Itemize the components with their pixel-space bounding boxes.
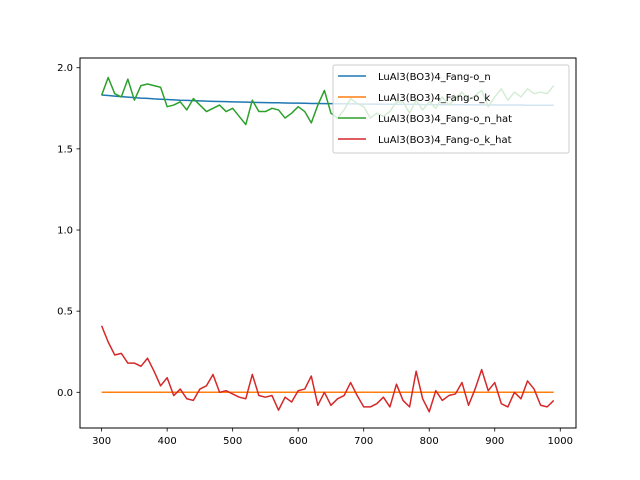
y-tick-label: 0.0: [57, 388, 73, 399]
y-tick-label: 0.5: [57, 307, 73, 318]
legend: LuAl3(BO3)4_Fang-o_n LuAl3(BO3)4_Fang-o_k…: [332, 64, 570, 154]
y-tick-label: 1.5: [57, 144, 73, 155]
legend-label-3: LuAl3(BO3)4_Fang-o_k_hat: [378, 135, 512, 146]
x-tick-label: 700: [354, 436, 373, 447]
x-tick-label: 500: [223, 436, 242, 447]
legend-box: [332, 64, 570, 154]
x-axis: 300 400 500 600 700 800 900 1000: [92, 428, 573, 447]
x-tick-label: 400: [158, 436, 177, 447]
x-tick-label: 900: [485, 436, 504, 447]
series-line-3: [100, 325, 555, 413]
x-tick-label: 300: [92, 436, 111, 447]
y-tick-label: 1.0: [57, 226, 73, 237]
axes-frame: [79, 57, 577, 429]
legend-label-2: LuAl3(BO3)4_Fang-o_n_hat: [378, 114, 512, 125]
legend-label-1: LuAl3(BO3)4_Fang-o_k: [378, 93, 490, 104]
legend-label-0: LuAl3(BO3)4_Fang-o_n: [378, 72, 491, 83]
y-tick-label: 2.0: [57, 63, 73, 74]
y-axis: 0.0 0.5 1.0 1.5 2.0: [57, 63, 80, 399]
x-tick-label: 1000: [548, 436, 573, 447]
x-tick-label: 600: [289, 436, 308, 447]
x-tick-label: 800: [420, 436, 439, 447]
